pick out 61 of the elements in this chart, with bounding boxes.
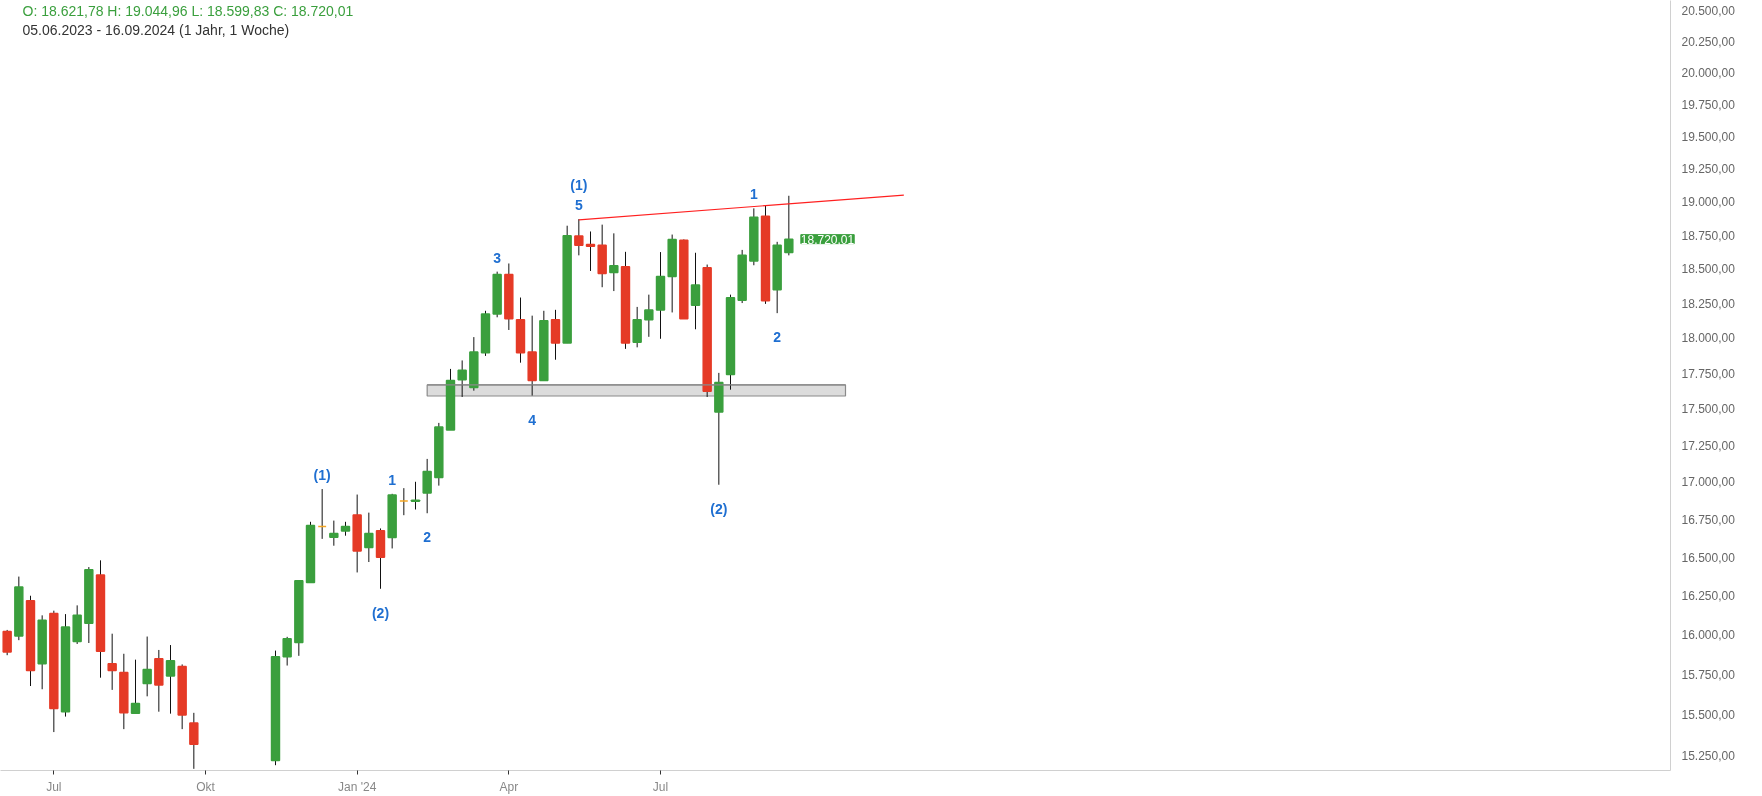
candlestick [282,636,292,667]
annotation: 5 [574,197,583,214]
candlestick [189,712,199,770]
candlestick [457,359,467,398]
annotation: 4 [528,411,537,428]
y-tick-label: 15.500,00 [1681,708,1736,723]
annotation: (2) [371,604,390,621]
y-tick-label: 20.000,00 [1681,66,1736,81]
candlestick [632,306,642,348]
x-tick-label: Jan '24 [338,779,377,794]
candlestick [364,512,374,563]
x-tick-label: Jul [46,779,62,794]
candlestick [410,481,421,510]
annotation: (1) [570,177,588,194]
y-tick-label: 15.250,00 [1681,749,1736,764]
y-tick-label: 16.250,00 [1681,589,1736,604]
y-tick-label: 16.000,00 [1681,628,1736,643]
candlestick [574,218,584,256]
annotation: 1 [749,186,758,203]
y-tick-label: 19.500,00 [1681,129,1736,144]
candlestick [165,644,176,715]
y-tick-label: 19.750,00 [1681,97,1736,112]
y-tick-label: 15.750,00 [1681,667,1736,682]
candlestick [644,294,654,338]
annotation: 1 [388,471,397,488]
x-tick-label: Okt [196,779,216,794]
y-tick-label: 19.250,00 [1681,162,1736,177]
candlestick [609,232,619,292]
y-tick-label: 16.500,00 [1681,550,1736,565]
y-tick-label: 17.750,00 [1681,366,1736,381]
annotation: (1) [313,467,331,484]
y-tick-label: 17.000,00 [1681,475,1736,490]
candlestick [329,520,339,547]
text: 05.06.2023 - 16.09.2024 (1 Jahr, 1 Woche) [22,21,290,38]
candlestick [422,458,432,514]
y-tick-label: 17.250,00 [1681,438,1736,453]
y-tick-label: 20.250,00 [1681,34,1736,49]
annotation: 3 [493,249,502,266]
annotation: (2) [710,500,728,517]
candlestick [585,230,596,272]
annotation: 18.720,01 [800,232,855,247]
candlestick [550,309,561,361]
x-tick-label: Apr [499,779,519,794]
y-tick-label: 18.750,00 [1681,228,1736,243]
y-tick-label: 16.750,00 [1681,512,1736,527]
y-tick-label: 17.500,00 [1681,402,1736,417]
x-tick-label: Jul [652,779,669,794]
y-tick-label: 20.500,00 [1681,3,1736,18]
candlestick [130,659,141,715]
candlestick [784,195,794,256]
y-tick-label: 18.500,00 [1681,262,1736,277]
chart-title: O: 18.621,78 H: 19.044,96 L: 18.599,83 C: 18.720,01 [22,2,354,19]
y-tick-label: 18.000,00 [1681,331,1736,346]
candlestick [2,629,12,656]
annotation: 2 [423,529,432,546]
y-tick-label: 18.250,00 [1681,296,1736,311]
candlestick [107,633,117,691]
annotation: 2 [773,329,782,346]
candlestick [690,252,701,330]
y-tick-label: 19.000,00 [1681,195,1736,210]
candlestick [142,636,152,697]
